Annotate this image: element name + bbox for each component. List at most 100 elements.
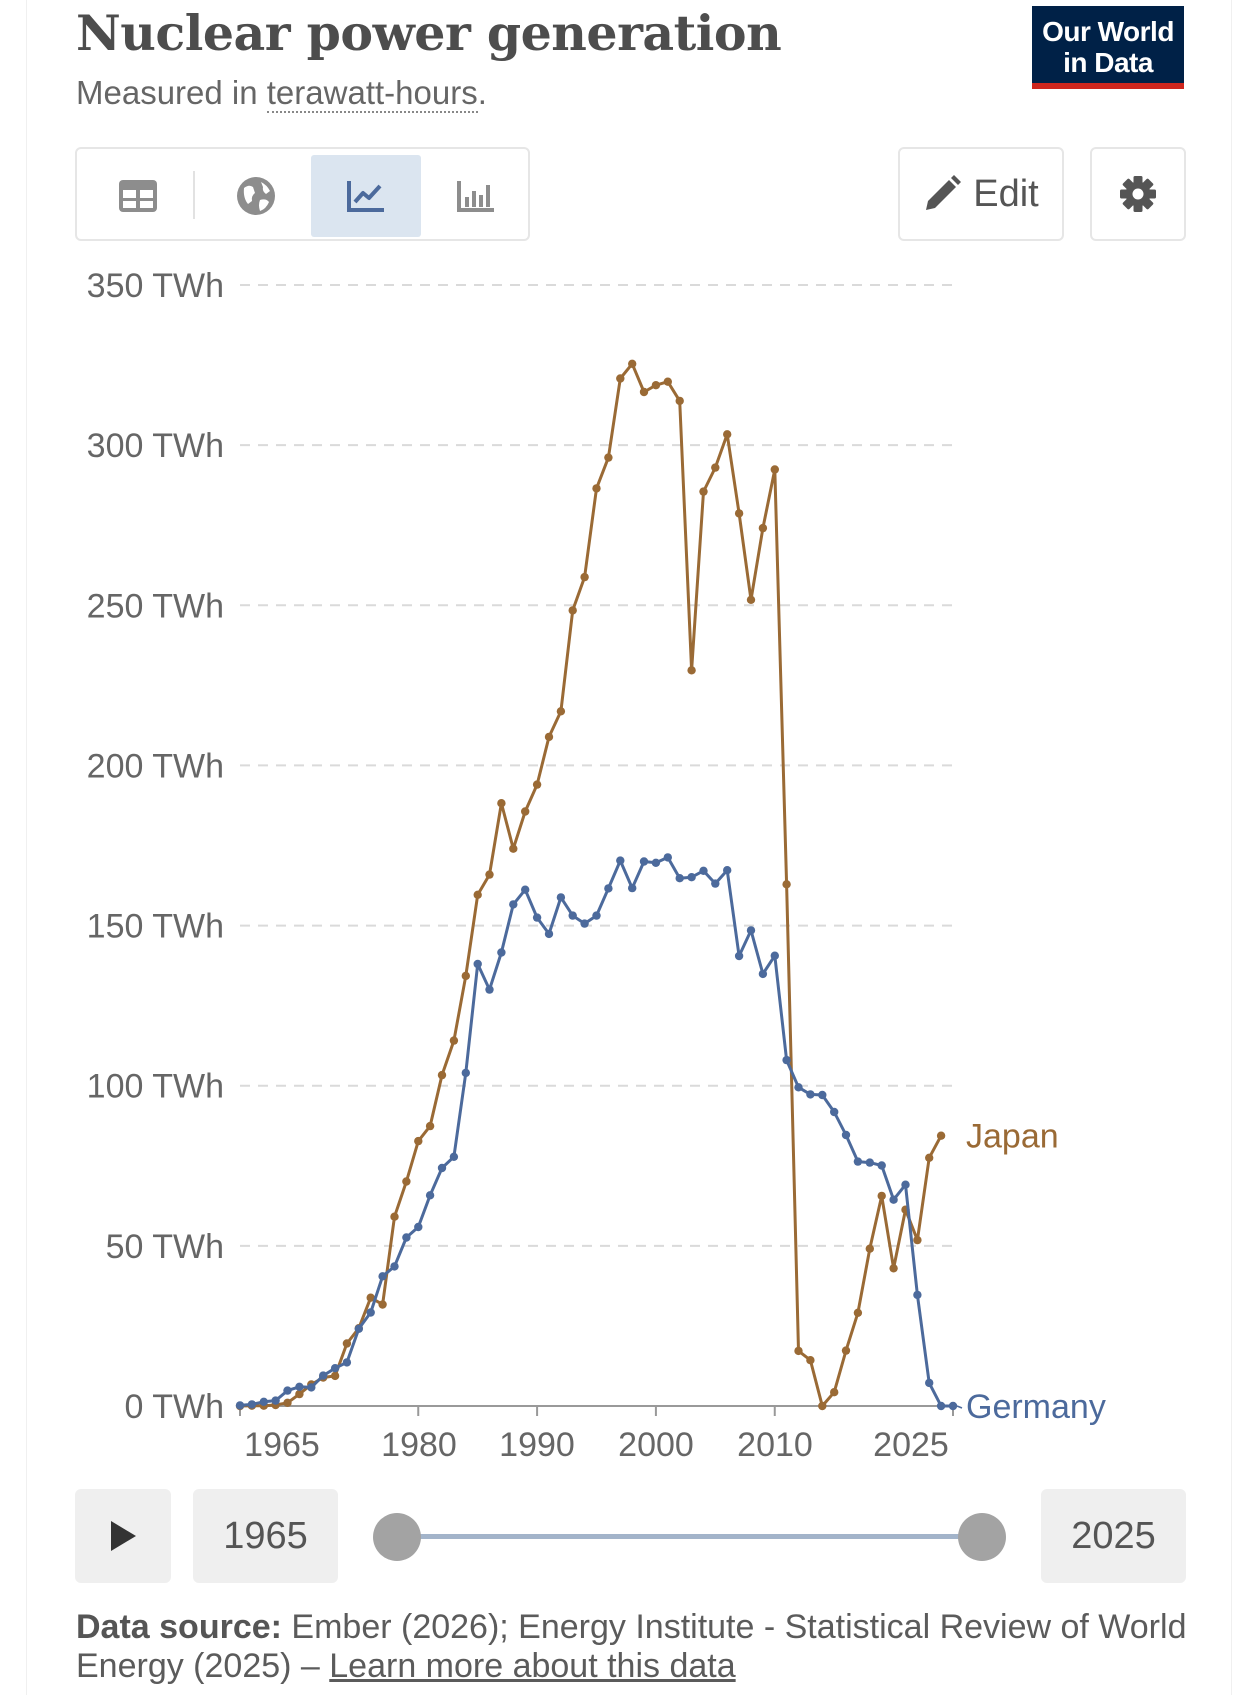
data-point-japan: [544, 732, 554, 742]
data-point-germany: [913, 1290, 922, 1300]
view-tabs: [75, 147, 530, 241]
data-point-germany: [378, 1272, 387, 1281]
data-point-japan: [604, 453, 613, 462]
data-point-japan: [295, 1389, 304, 1399]
data-point-germany: [711, 879, 720, 888]
tab-table[interactable]: [83, 155, 193, 237]
x-tick-label: 1980: [381, 1426, 457, 1464]
learn-more-link[interactable]: Learn more about this data: [329, 1647, 736, 1685]
data-point-japan: [402, 1177, 411, 1186]
data-point-germany: [651, 858, 661, 867]
data-point-germany: [342, 1358, 352, 1367]
data-point-japan: [711, 463, 720, 472]
unit-link[interactable]: terawatt-hours: [266, 74, 478, 113]
line-chart: 0 TWh 50 TWh 100 TWh 150 TWh 200 TWh 250 TWh 3…: [87, 267, 1106, 1464]
data-point-germany: [853, 1157, 863, 1166]
data-point-japan: [782, 880, 791, 889]
logo-line-1: Our World: [1042, 16, 1174, 47]
data-point-germany: [841, 1130, 851, 1140]
data-point-germany: [746, 926, 756, 935]
tab-separator: [193, 171, 195, 219]
start-year-button[interactable]: 1965: [193, 1489, 338, 1583]
owid-logo[interactable]: Our World in Data: [1032, 6, 1184, 89]
data-point-germany: [295, 1382, 304, 1392]
series-label-germany: Germany: [966, 1388, 1106, 1426]
tab-bar-chart[interactable]: [421, 155, 531, 237]
data-point-germany: [390, 1262, 399, 1271]
data-point-japan: [449, 1036, 459, 1045]
edit-label: Edit: [973, 172, 1039, 215]
data-point-japan: [853, 1308, 863, 1318]
data-point-japan: [342, 1339, 352, 1348]
pencil-icon: [926, 175, 962, 210]
data-point-germany: [307, 1383, 316, 1392]
data-point-germany: [889, 1195, 898, 1204]
x-tick-label: 1990: [499, 1426, 575, 1464]
data-point-germany: [794, 1083, 803, 1092]
data-point-germany: [568, 911, 577, 920]
table-icon: [119, 180, 157, 212]
data-point-germany: [925, 1378, 934, 1388]
x-tick-label: 2025: [873, 1426, 949, 1464]
data-point-japan: [830, 1388, 839, 1397]
data-point-japan: [794, 1346, 803, 1356]
data-point-germany: [639, 857, 649, 866]
y-tick-label: 350 TWh: [87, 267, 224, 305]
data-point-germany: [425, 1191, 435, 1200]
data-point-germany: [818, 1090, 827, 1100]
data-point-germany: [936, 1401, 946, 1411]
data-point-germany: [521, 885, 530, 894]
data-point-japan: [758, 523, 768, 533]
y-tick-label: 250 TWh: [87, 587, 224, 625]
data-point-germany: [663, 853, 672, 862]
play-icon: [111, 1521, 136, 1551]
data-point-germany: [628, 883, 637, 893]
data-point-japan: [378, 1300, 387, 1309]
end-handle[interactable]: [958, 1513, 1006, 1561]
data-point-japan: [663, 377, 672, 386]
data-point-germany: [580, 919, 589, 928]
end-year-button[interactable]: 2025: [1041, 1489, 1186, 1583]
data-point-germany: [271, 1396, 280, 1405]
y-tick-label: 100 TWh: [87, 1068, 224, 1106]
data-point-germany: [283, 1386, 292, 1395]
data-point-germany: [782, 1055, 791, 1065]
data-point-germany: [354, 1324, 363, 1334]
data-point-japan: [592, 484, 601, 493]
data-point-japan: [699, 487, 708, 496]
x-tick-label: 2010: [737, 1426, 813, 1464]
series-label-japan: Japan: [966, 1118, 1059, 1156]
data-point-japan: [390, 1212, 399, 1221]
data-point-germany: [330, 1364, 340, 1373]
tab-chart[interactable]: [311, 155, 421, 237]
play-button[interactable]: [75, 1489, 171, 1583]
data-point-germany: [675, 874, 684, 883]
logo-line-2: in Data: [1063, 47, 1153, 78]
timeline-track[interactable]: [398, 1534, 982, 1539]
data-point-japan: [925, 1153, 934, 1162]
data-point-germany: [865, 1158, 874, 1167]
data-point-germany: [473, 959, 482, 969]
y-tick-label: 300 TWh: [87, 427, 224, 465]
series-line-japan: [239, 362, 943, 1408]
series-label-connector: [956, 1405, 963, 1409]
gear-icon: [1120, 176, 1156, 212]
data-point-japan: [818, 1401, 827, 1411]
data-point-japan: [651, 381, 661, 390]
data-point-germany: [259, 1397, 268, 1407]
data-point-germany: [461, 1068, 470, 1078]
data-point-germany: [877, 1161, 886, 1170]
data-point-japan: [734, 509, 744, 518]
data-point-germany: [509, 900, 518, 909]
settings-button[interactable]: [1090, 147, 1186, 241]
data-point-japan: [936, 1131, 946, 1140]
start-handle[interactable]: [373, 1513, 421, 1561]
data-point-japan: [473, 890, 482, 899]
data-point-germany: [699, 866, 708, 875]
tab-map[interactable]: [201, 155, 311, 237]
data-point-japan: [913, 1235, 922, 1245]
data-point-germany: [402, 1233, 411, 1242]
data-point-japan: [770, 465, 779, 474]
edit-button[interactable]: Edit: [898, 147, 1064, 241]
x-tick-label: 1965: [244, 1426, 320, 1464]
